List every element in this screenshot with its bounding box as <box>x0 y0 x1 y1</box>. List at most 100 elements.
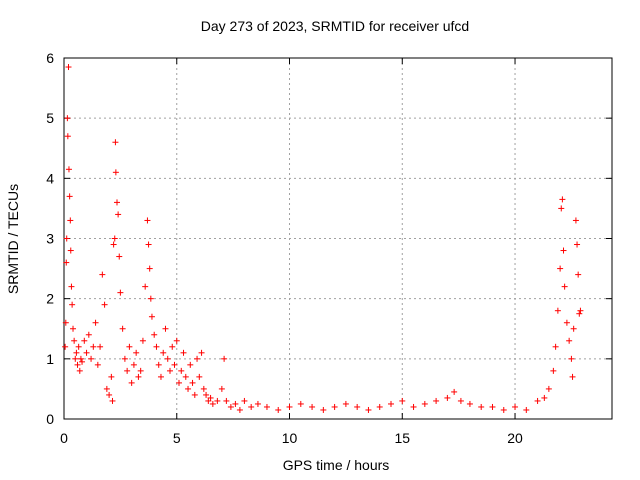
data-point <box>320 406 327 413</box>
data-point <box>90 343 97 350</box>
x-tick-label: 10 <box>282 430 298 446</box>
data-point <box>142 283 149 290</box>
data-point <box>119 325 126 332</box>
data-point <box>76 367 83 374</box>
data-point <box>297 400 304 407</box>
y-tick-label: 3 <box>46 231 54 247</box>
data-point <box>232 400 239 407</box>
data-point <box>559 196 566 203</box>
data-point <box>563 319 570 326</box>
data-point <box>263 403 270 410</box>
data-point <box>489 403 496 410</box>
data-point <box>94 361 101 368</box>
data-point <box>545 385 552 392</box>
data-point <box>111 235 118 242</box>
data-point <box>130 361 137 368</box>
data-point <box>99 271 106 278</box>
data-point <box>162 325 169 332</box>
data-point <box>171 361 178 368</box>
data-point <box>124 367 131 374</box>
data-point <box>209 400 216 407</box>
data-point <box>72 355 79 362</box>
data-point <box>541 394 548 401</box>
data-point <box>451 388 458 395</box>
data-point <box>68 283 75 290</box>
data-point <box>148 313 155 320</box>
grid-lines <box>64 58 612 419</box>
data-point <box>241 397 248 404</box>
data-point <box>254 400 261 407</box>
data-point <box>67 217 74 224</box>
data-point <box>112 169 119 176</box>
data-point <box>83 349 90 356</box>
data-point <box>101 301 108 308</box>
data-point <box>157 373 164 380</box>
data-point <box>561 283 568 290</box>
data-point <box>457 397 464 404</box>
data-point <box>109 397 116 404</box>
data-point <box>200 385 207 392</box>
data-point <box>575 271 582 278</box>
data-point <box>421 400 428 407</box>
data-point <box>73 349 80 356</box>
data-point <box>182 373 189 380</box>
data-point <box>147 295 154 302</box>
data-point <box>227 403 234 410</box>
data-point <box>153 343 160 350</box>
data-point <box>67 247 74 254</box>
chart-title: Day 273 of 2023, SRMTID for receiver ufc… <box>201 18 469 34</box>
data-point <box>77 355 84 362</box>
data-point <box>63 235 70 242</box>
data-point <box>151 331 158 338</box>
data-point <box>176 379 183 386</box>
data-point <box>110 241 117 248</box>
data-point <box>572 217 579 224</box>
data-point <box>218 385 225 392</box>
data-point <box>568 355 575 362</box>
data-point <box>65 166 72 173</box>
data-point <box>135 373 142 380</box>
data-point <box>133 349 140 356</box>
data-point <box>71 337 78 344</box>
data-point <box>560 247 567 254</box>
data-point <box>331 403 338 410</box>
data-point <box>63 259 70 266</box>
data-point <box>92 319 99 326</box>
data-point <box>534 397 541 404</box>
x-tick-label: 20 <box>507 430 523 446</box>
data-point <box>79 358 86 365</box>
data-point <box>145 241 152 248</box>
data-point <box>128 379 135 386</box>
data-point <box>207 394 214 401</box>
data-point <box>144 217 151 224</box>
data-point <box>85 331 92 338</box>
x-axis: 0 5 10 15 20 <box>60 58 523 446</box>
data-point <box>566 337 573 344</box>
data-point <box>178 367 185 374</box>
data-point <box>576 310 583 317</box>
data-point <box>466 400 473 407</box>
data-point <box>103 385 110 392</box>
data-point <box>169 343 176 350</box>
data-point <box>365 406 372 413</box>
data-point <box>558 205 565 212</box>
data-point <box>88 355 95 362</box>
data-point <box>387 400 394 407</box>
data-point <box>214 397 221 404</box>
data-point <box>198 349 205 356</box>
data-point <box>557 265 564 272</box>
data-point <box>399 397 406 404</box>
data-point <box>74 361 81 368</box>
data-point <box>81 337 88 344</box>
data-point <box>116 253 123 260</box>
data-point <box>185 385 192 392</box>
data-point <box>248 403 255 410</box>
data-point <box>173 337 180 344</box>
data-point <box>69 301 76 308</box>
data-point <box>194 355 201 362</box>
data-point <box>191 391 198 398</box>
data-point <box>121 355 128 362</box>
data-point <box>275 406 282 413</box>
data-point <box>70 325 77 332</box>
data-point <box>164 355 171 362</box>
